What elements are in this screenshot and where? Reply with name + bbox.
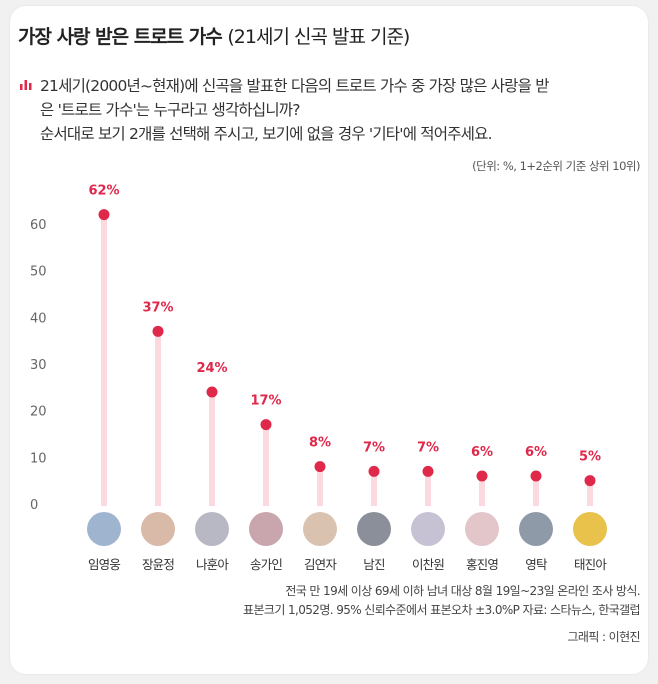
question-line: 21세기(2000년~현재)에 신곡을 발표한 다음의 트로트 가수 중 가장 … xyxy=(40,77,549,95)
lollipop-dot xyxy=(530,470,542,482)
question-line: 은 '트로트 가수'는 누구라고 생각하십니까? xyxy=(40,101,300,119)
y-tick-label: 30 xyxy=(30,358,47,373)
singer-photo xyxy=(249,512,283,546)
lollipop-stem xyxy=(425,471,431,506)
y-tick-label: 10 xyxy=(30,451,47,466)
category-label: 홍진영 xyxy=(465,557,499,572)
data-label: 7% xyxy=(363,440,385,455)
category-label: 영탁 xyxy=(525,557,547,572)
category-label: 송가인 xyxy=(249,557,283,572)
credit: 그래픽 : 이현진 xyxy=(567,630,640,644)
lollipop-dot xyxy=(368,465,380,477)
y-tick-label: 0 xyxy=(30,498,38,513)
singer-photo xyxy=(195,512,229,546)
category-label: 장윤정 xyxy=(141,557,175,572)
lollipop-dot xyxy=(260,419,272,431)
lollipop-dot xyxy=(476,470,488,482)
lollipop-stem xyxy=(587,480,593,506)
category-label: 임영웅 xyxy=(87,557,121,572)
lollipop-dot xyxy=(206,386,218,398)
unit-note: (단위: %, 1+2순위 기준 상위 10위) xyxy=(472,159,640,173)
singer-photo xyxy=(519,512,553,546)
lollipop-stem xyxy=(263,424,269,506)
category-label: 태진아 xyxy=(573,557,607,572)
y-tick-label: 50 xyxy=(30,265,47,280)
singer-photo xyxy=(357,512,391,546)
category-label: 김연자 xyxy=(303,557,337,572)
lollipop-stem xyxy=(479,475,485,506)
y-tick-label: 40 xyxy=(30,311,47,326)
lollipop-stem xyxy=(533,475,539,506)
lollipop-dot xyxy=(422,465,434,477)
lollipop-dot xyxy=(152,325,164,337)
singer-photo xyxy=(573,512,607,546)
singer-photo xyxy=(465,512,499,546)
lollipop-dot xyxy=(314,461,326,473)
singer-photo xyxy=(303,512,337,546)
data-label: 6% xyxy=(471,445,493,460)
category-label: 나훈아 xyxy=(195,557,229,572)
footnote-line: 전국 만 19세 이상 69세 이하 남녀 대상 8월 19일~23일 온라인 … xyxy=(285,584,640,598)
lollipop-stem xyxy=(155,331,161,506)
singer-photo xyxy=(87,512,121,546)
data-label: 7% xyxy=(417,440,439,455)
footnote-line: 표본크기 1,052명. 95% 신뢰수준에서 표본오차 ±3.0%P 자료: … xyxy=(243,603,641,617)
lollipop-stem xyxy=(371,471,377,506)
title-main: 가장 사랑 받은 트로트 가수 xyxy=(18,26,223,48)
data-label: 37% xyxy=(142,300,173,315)
lollipop-stem xyxy=(317,466,323,506)
y-tick-label: 60 xyxy=(30,218,47,233)
data-label: 5% xyxy=(579,450,601,465)
survey-question: 21세기(2000년~현재)에 신곡을 발표한 다음의 트로트 가수 중 가장 … xyxy=(40,74,630,146)
data-label: 8% xyxy=(309,436,331,451)
lollipop-dot xyxy=(584,475,596,487)
page-title: 가장 사랑 받은 트로트 가수 (21세기 신곡 발표 기준) xyxy=(18,22,410,49)
chart-card xyxy=(10,6,648,674)
data-label: 62% xyxy=(88,184,119,199)
data-label: 17% xyxy=(250,394,281,409)
y-tick-label: 20 xyxy=(30,405,47,420)
lollipop-stem xyxy=(101,214,107,506)
bar-chart-icon xyxy=(20,80,32,90)
category-label: 이찬원 xyxy=(411,557,445,572)
data-label: 24% xyxy=(196,361,227,376)
singer-photo xyxy=(141,512,175,546)
question-line: 순서대로 보기 2개를 선택해 주시고, 보기에 없을 경우 '기타'에 적어주… xyxy=(40,125,493,143)
lollipop-stem xyxy=(209,391,215,506)
title-sub: (21세기 신곡 발표 기준) xyxy=(227,26,410,48)
lollipop-dot xyxy=(98,209,110,221)
category-label: 남진 xyxy=(363,557,385,572)
singer-photo xyxy=(411,512,445,546)
data-label: 6% xyxy=(525,445,547,460)
